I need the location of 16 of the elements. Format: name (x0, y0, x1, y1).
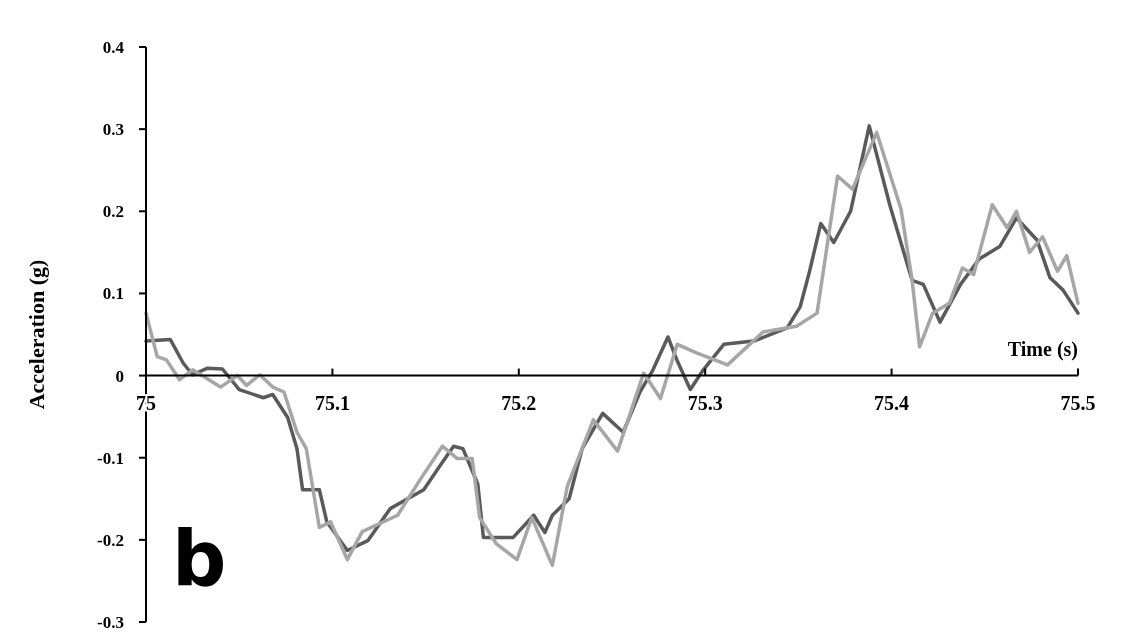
y-tick-label: -0.1 (97, 448, 124, 468)
x-tick-label: 75.2 (501, 391, 537, 414)
x-tick-label: 75.3 (687, 391, 723, 414)
y-tick-label: 0.3 (102, 120, 124, 140)
y-tick-label: 0.1 (102, 284, 124, 304)
y-tick-label: -0.2 (97, 530, 124, 550)
y-axis-title: Acceleration (g) (24, 259, 49, 410)
y-tick-label: -0.3 (97, 612, 124, 632)
x-tick-label: 75.1 (314, 391, 350, 414)
x-tick-label: 75.5 (1060, 391, 1096, 414)
x-axis-title: Time (s) (1007, 337, 1078, 361)
y-tick-label: 0 (115, 366, 124, 386)
x-tick-label: 75.4 (874, 391, 910, 414)
y-tick-label: 0.4 (102, 37, 125, 57)
annotation: b (172, 514, 227, 603)
y-tick-label: 0.2 (102, 202, 124, 222)
